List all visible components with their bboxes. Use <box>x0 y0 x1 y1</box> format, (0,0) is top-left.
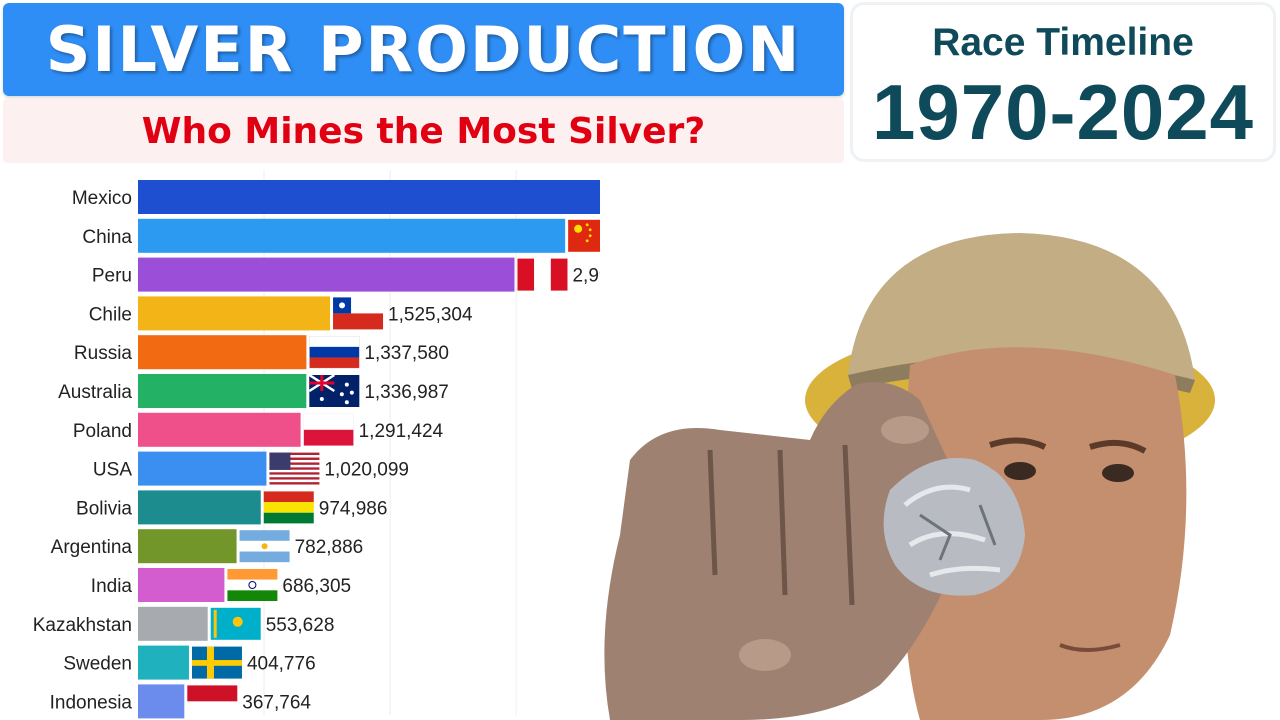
title-banner: SILVER PRODUCTION <box>3 3 844 96</box>
bar-russia <box>138 335 307 370</box>
bar-argentina <box>138 529 237 564</box>
bar-poland <box>138 412 301 447</box>
value-label: 686,305 <box>282 576 351 597</box>
timeline-years: 1970-2024 <box>871 68 1254 156</box>
category-label: Bolivia <box>76 498 132 519</box>
bar-mexico <box>138 180 600 214</box>
bar-chile <box>138 296 331 331</box>
indonesia-flag-icon <box>187 685 238 718</box>
bar-sweden <box>138 645 189 680</box>
category-label: Russia <box>74 343 133 364</box>
bar-china <box>138 218 566 253</box>
china-flag-icon <box>568 219 600 252</box>
subtitle-banner: Who Mines the Most Silver? <box>3 99 844 163</box>
bar-india <box>138 568 225 602</box>
poland-flag-icon <box>303 413 354 447</box>
australia-flag-icon <box>308 373 360 407</box>
category-label: Kazakhstan <box>33 615 132 636</box>
russia-flag-icon <box>309 335 360 369</box>
value-label: 1,020,099 <box>324 460 409 481</box>
bar-australia <box>138 374 307 408</box>
india-flag-icon <box>227 569 278 601</box>
timeline-label: Race Timeline <box>932 21 1194 64</box>
category-label: Mexico <box>72 188 132 209</box>
category-label: Indonesia <box>50 692 133 713</box>
category-label: USA <box>93 460 132 481</box>
category-label: China <box>82 227 132 248</box>
timeline-box: Race Timeline 1970-2024 <box>850 2 1276 162</box>
chile-flag-icon <box>333 297 384 330</box>
bar-bolivia <box>138 490 261 525</box>
bar-chart: Mexico5,933,144China3,392,756Peru2,990,3… <box>33 170 600 719</box>
hard-hat-icon <box>848 233 1195 380</box>
value-label: 782,886 <box>295 537 364 558</box>
category-label: Chile <box>89 304 132 325</box>
bar-usa <box>138 451 267 486</box>
usa-flag-icon <box>269 452 320 488</box>
sweden-flag-icon <box>191 646 242 679</box>
value-label: 553,628 <box>266 615 335 636</box>
category-label: Argentina <box>51 537 133 558</box>
category-label: India <box>91 576 133 597</box>
category-label: Poland <box>73 421 132 442</box>
silver-nugget-icon <box>883 458 1025 596</box>
value-label: 1,337,580 <box>364 343 449 364</box>
peru-flag-icon <box>517 258 568 291</box>
argentina-flag-icon <box>239 530 290 563</box>
value-label: 367,764 <box>242 692 311 713</box>
value-label: 2,990,316 <box>572 266 600 287</box>
page-title: SILVER PRODUCTION <box>45 13 802 86</box>
category-label: Sweden <box>63 654 132 675</box>
category-label: Australia <box>58 382 132 403</box>
category-label: Peru <box>92 266 132 287</box>
value-label: 1,525,304 <box>388 304 473 325</box>
bar-kazakhstan <box>138 606 208 641</box>
page-subtitle: Who Mines the Most Silver? <box>141 110 706 152</box>
value-label: 1,336,987 <box>364 382 449 403</box>
bar-indonesia <box>138 684 185 719</box>
value-label: 974,986 <box>319 498 388 519</box>
value-label: 1,291,424 <box>359 421 444 442</box>
bolivia-flag-icon <box>263 491 314 524</box>
bar-peru <box>138 257 515 292</box>
value-label: 404,776 <box>247 654 316 675</box>
kazakhstan-flag-icon <box>210 607 261 640</box>
miner-photo <box>604 233 1215 720</box>
